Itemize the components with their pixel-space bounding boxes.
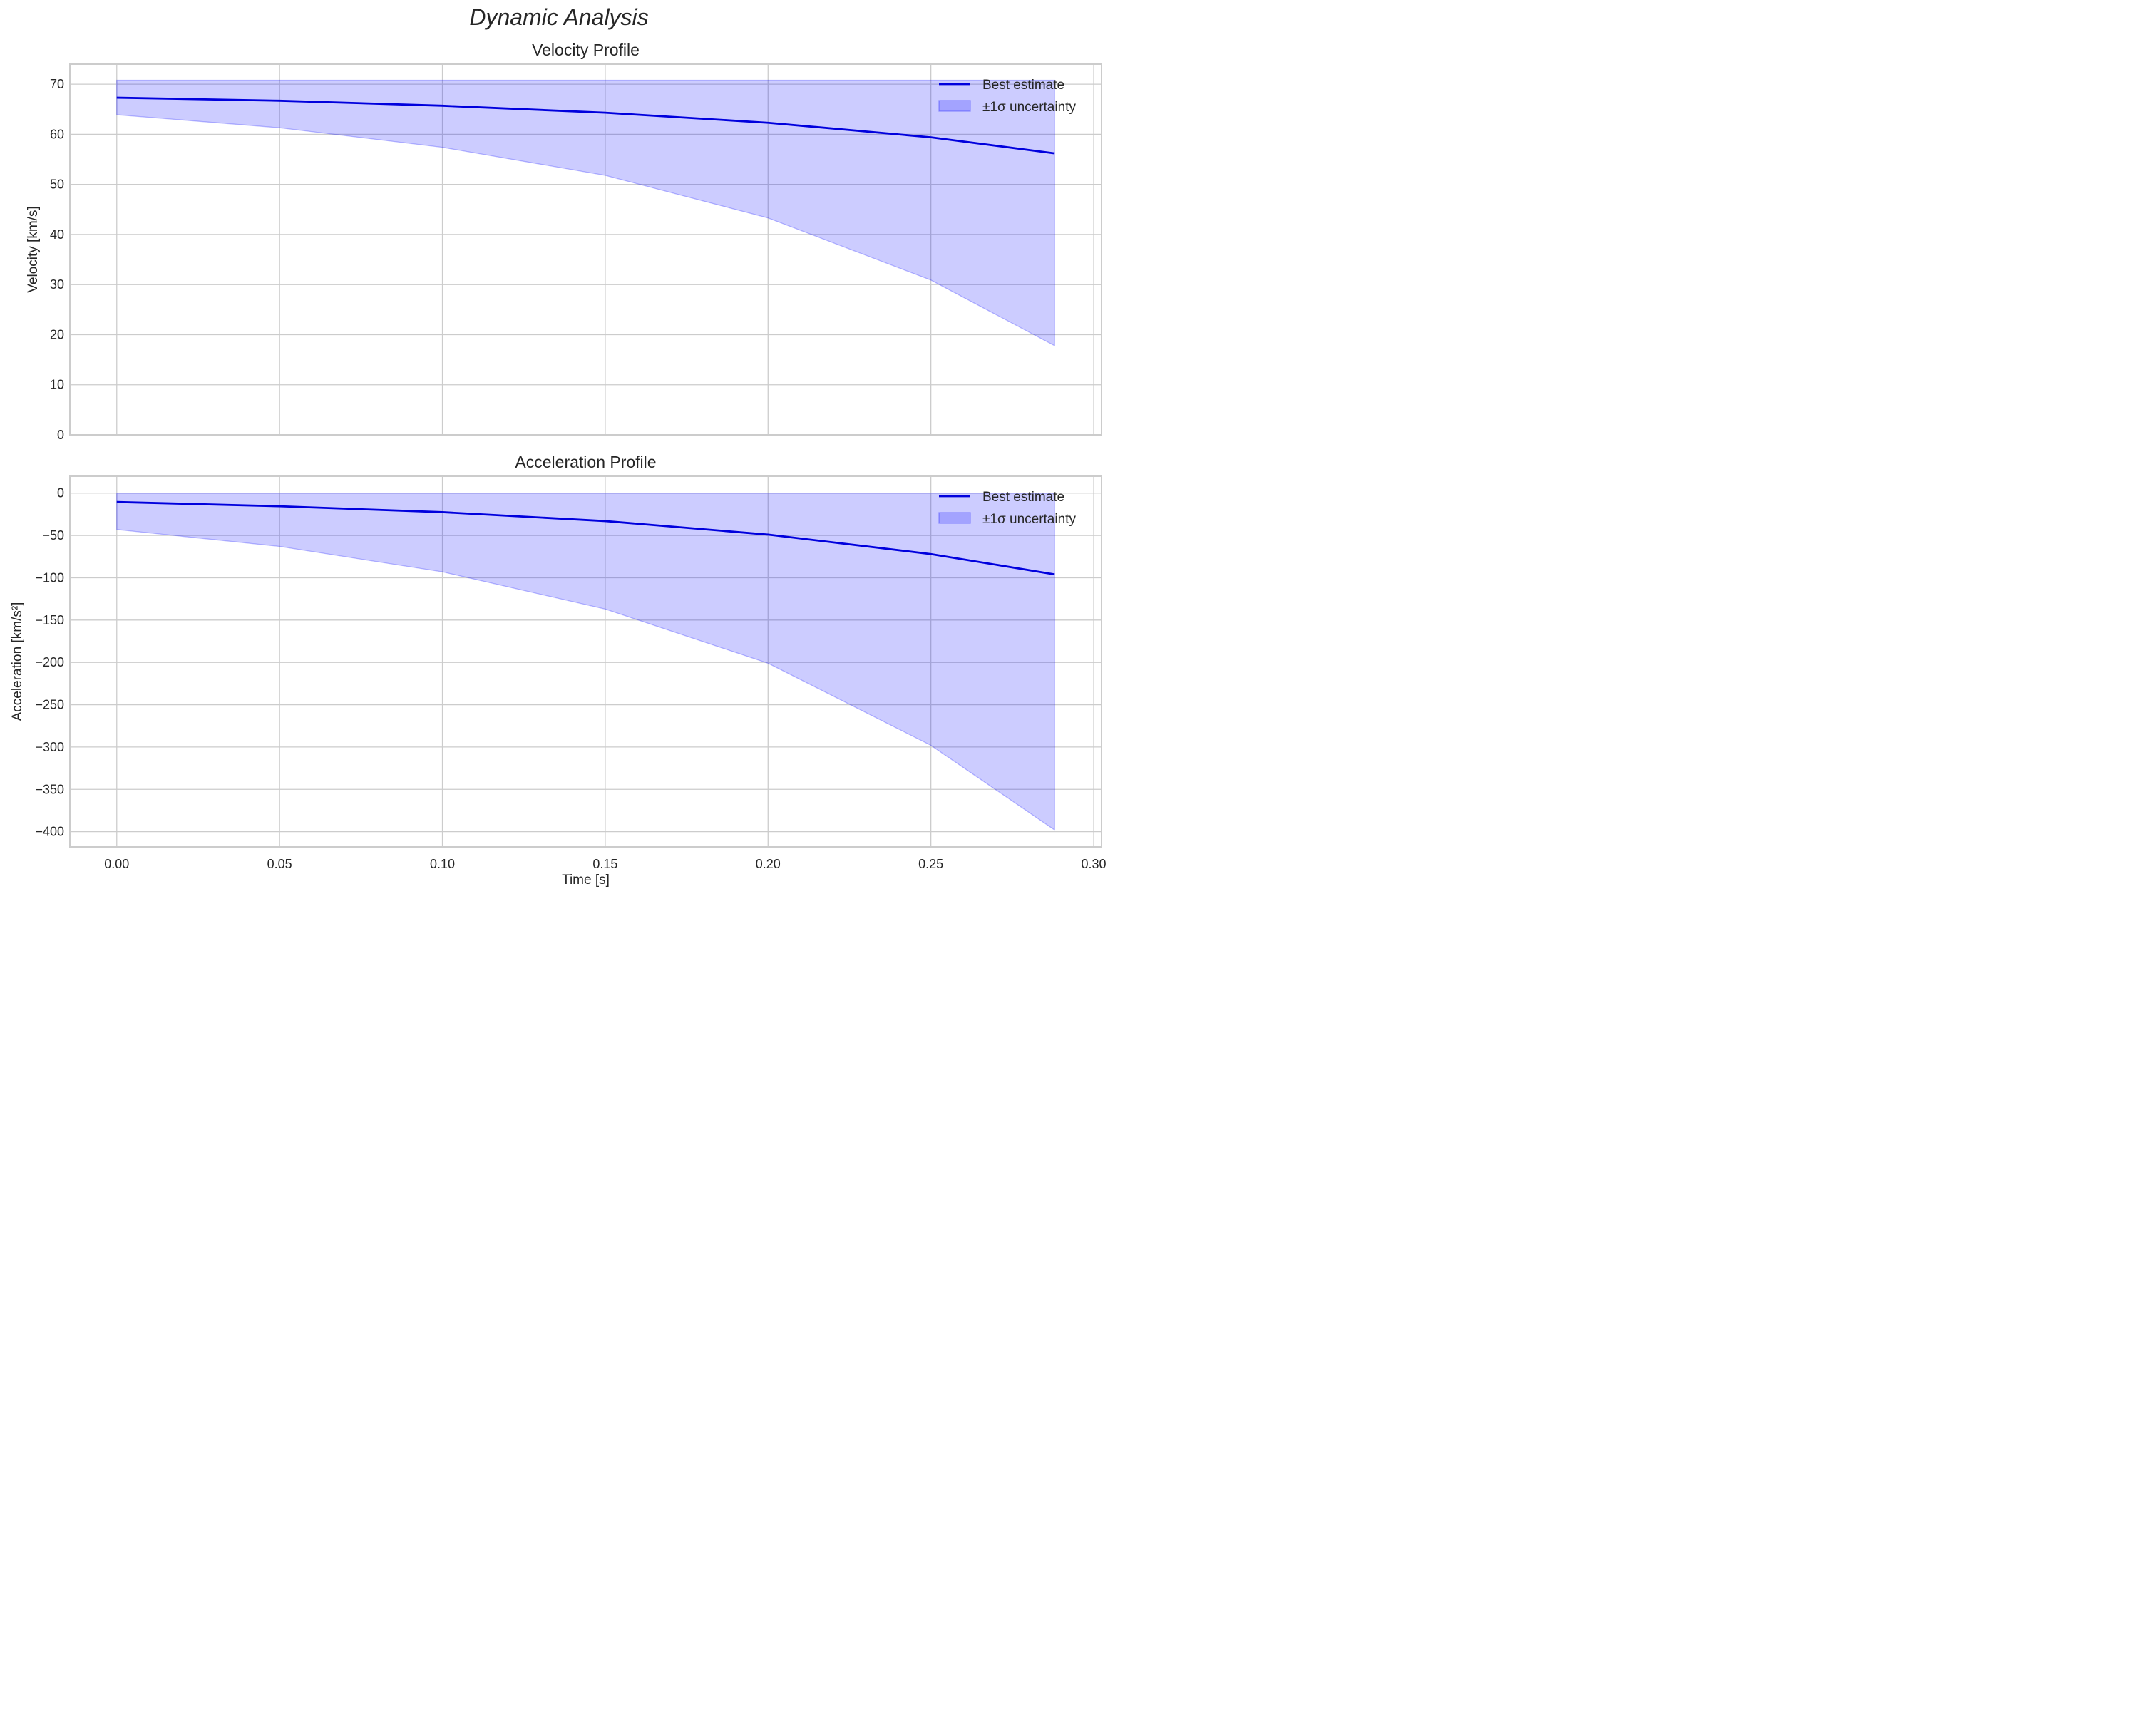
y-tick-label: 60 [50,127,64,141]
x-tick-label: 0.25 [918,857,943,871]
axes-frame [69,63,1102,436]
best-estimate-line [116,500,1055,576]
y-tick-label: −400 [35,825,64,839]
y-tick-label: −100 [35,570,64,585]
y-tick-label: 50 [50,178,64,192]
y-tick-label: 30 [50,277,64,292]
uncertainty-band [116,79,1055,346]
y-tick-label: 0 [57,486,64,500]
figure-suptitle: Dynamic Analysis [469,4,649,30]
subplot-title: Acceleration Profile [515,453,656,471]
y-axis-label: Acceleration [km/s²] [10,602,25,721]
velocity-panel: 0 10 20 30 40 50 60 70 Velocity Profile Velocity … [26,41,1102,442]
y-tick-label: 20 [50,327,64,341]
subplot-title: Velocity Profile [532,41,640,59]
y-tick-label: −250 [35,698,64,712]
legend: Best estimate ±1σ uncertainty [938,490,1076,527]
uncertainty-band [116,493,1055,831]
figure-canvas: 0 10 20 30 40 50 60 70 Velocity Profile Velocity … [10,41,1107,888]
legend-label: ±1σ uncertainty [982,512,1076,527]
y-tick-label: −200 [35,655,64,669]
x-tick-label: 0.05 [267,857,292,871]
y-axis-label: Velocity [km/s] [26,206,41,292]
y-tick-label: −50 [42,528,64,542]
axes-frame [69,475,1102,848]
y-tick-label: 40 [50,227,64,242]
y-tick-label: 10 [50,378,64,392]
y-tick-label: −350 [35,782,64,796]
x-tick-label: 0.20 [756,857,781,871]
legend: Best estimate ±1σ uncertainty [938,78,1076,115]
legend-label: ±1σ uncertainty [982,100,1076,115]
x-tick-label: 0.15 [592,857,617,871]
legend-band-swatch [938,100,971,112]
legend-label: Best estimate [982,490,1064,505]
acceleration-panel: 0.00 0.05 0.10 0.15 0.20 0.25 0.30 0 −50 −100 −150… [10,453,1107,888]
y-tick-label: −150 [35,613,64,627]
y-tick-label: 0 [57,428,64,442]
x-axis-label: Time [s] [562,873,610,888]
y-tick-label: 70 [50,77,64,91]
x-tick-label: 0.30 [1082,857,1107,871]
legend-band-swatch [938,512,971,524]
best-estimate-line [116,96,1055,155]
x-tick-label: 0.10 [430,857,455,871]
x-tick-label: 0.00 [104,857,129,871]
legend-label: Best estimate [982,78,1064,93]
y-tick-label: −300 [35,740,64,754]
